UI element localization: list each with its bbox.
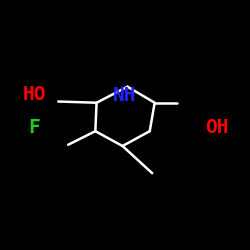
Text: NH: NH bbox=[113, 86, 137, 105]
Text: OH: OH bbox=[205, 118, 229, 137]
Text: F: F bbox=[28, 118, 40, 137]
Text: HO: HO bbox=[22, 84, 46, 103]
